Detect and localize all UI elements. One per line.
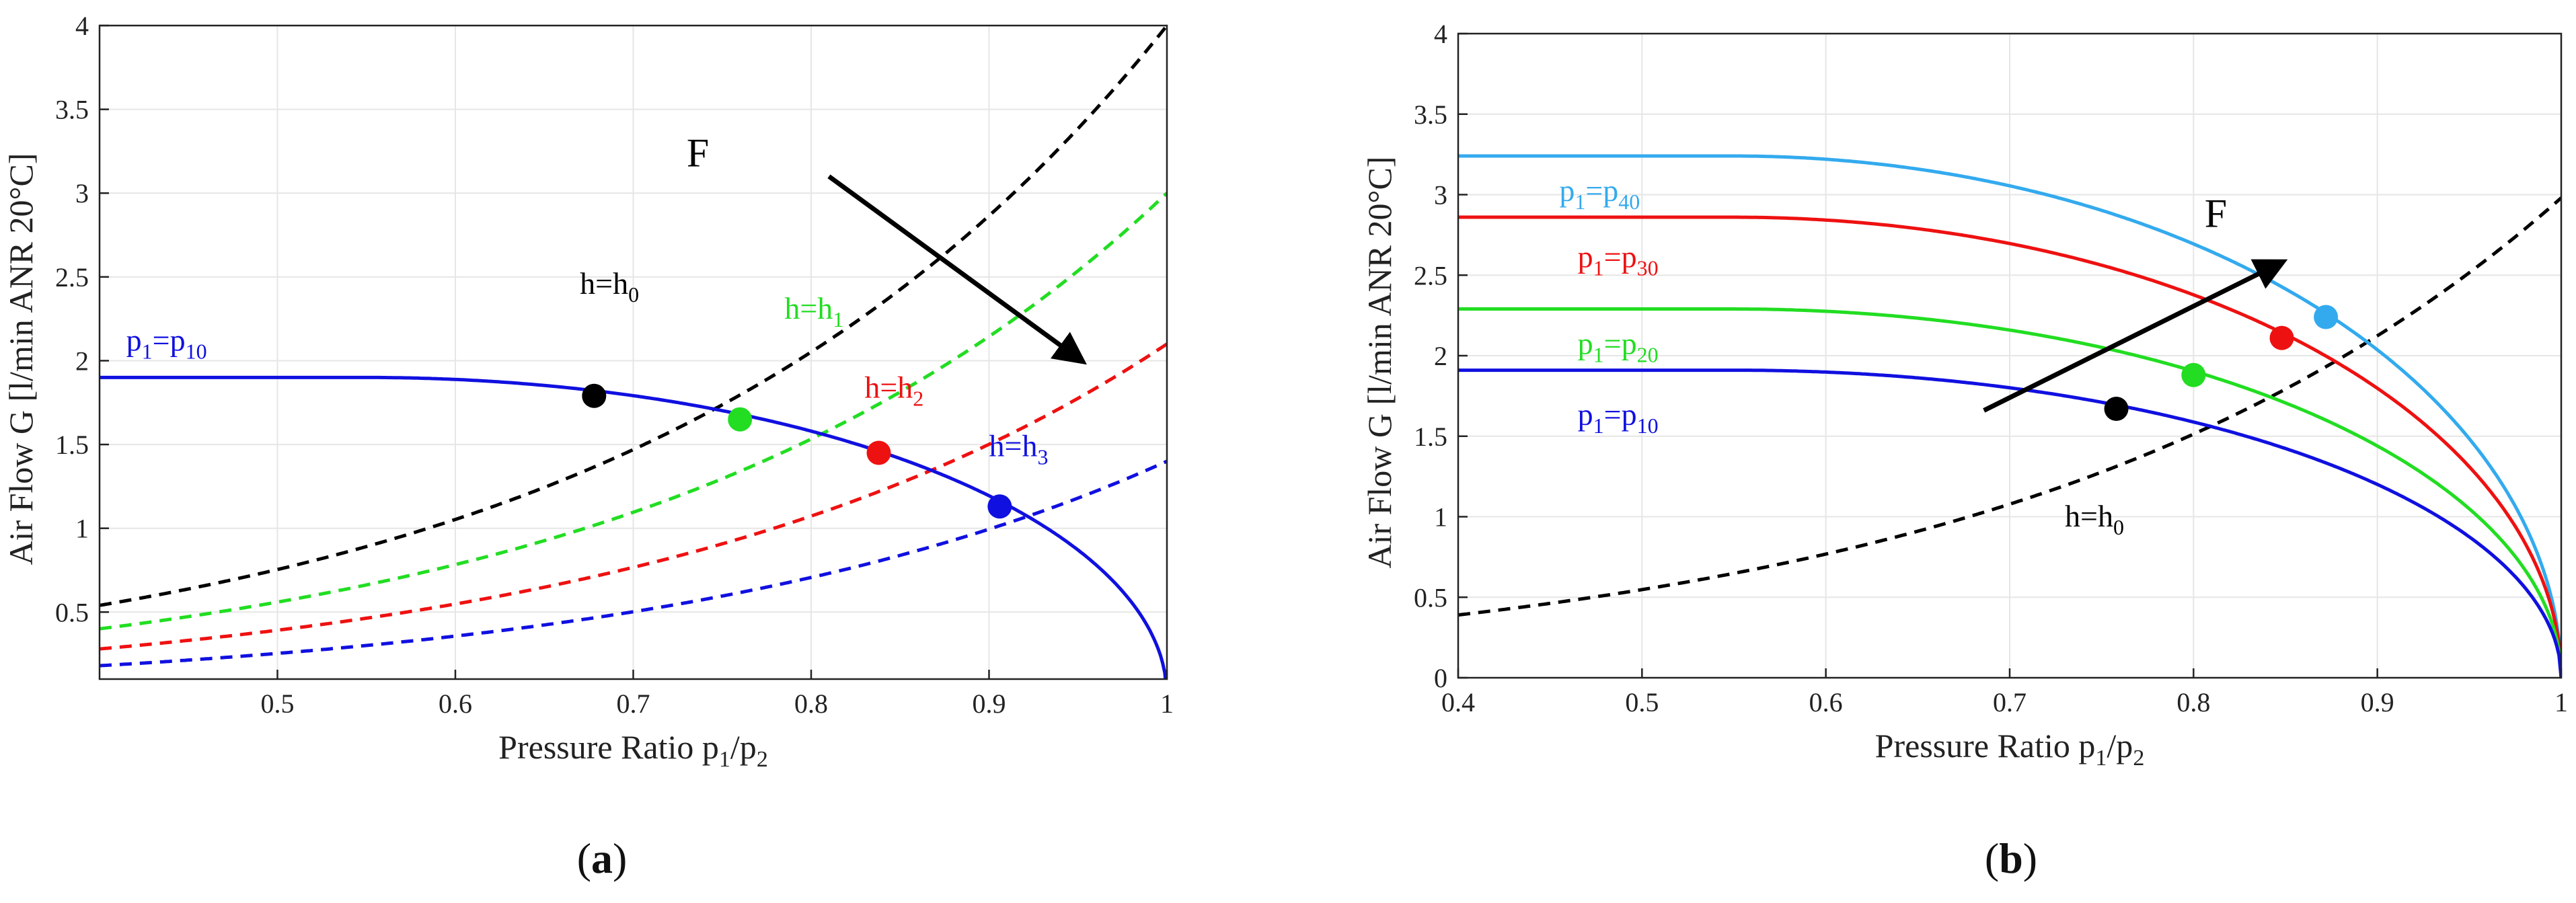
y-tick-label: 0.5 (1414, 582, 1447, 613)
x-tick-label: 0.7 (617, 689, 650, 719)
y-axis-label-b: Air Flow G [l/min ANR 20°C] (1361, 156, 1398, 568)
x-tick-label: 0.4 (1441, 687, 1475, 717)
arrow-label: F (687, 130, 709, 175)
flow-curve-p1-p40 (1458, 154, 2561, 678)
y-tick-label: 1.5 (1414, 422, 1447, 452)
y-tick-label: 4 (75, 11, 89, 41)
flow-curve-p1-p20 (1458, 307, 2561, 678)
load-curve-label: h=h0 (580, 266, 639, 307)
x-tick-label: 0.8 (794, 689, 828, 719)
flow-curve-p1-p10 (1458, 368, 2561, 678)
operating-point (2104, 397, 2129, 422)
operating-point (866, 440, 891, 465)
x-tick-label: 0.7 (1993, 687, 2026, 717)
x-tick-label: 1 (1160, 689, 1174, 719)
x-tick-label: 0.5 (261, 689, 295, 719)
operating-point (2181, 362, 2206, 387)
curves-a (100, 26, 1167, 679)
y-tick-label: 3 (1434, 180, 1447, 210)
x-tick-label: 1 (2554, 687, 2568, 717)
load-curve-h-h3 (100, 459, 1167, 668)
x-tick-label: 0.5 (1625, 687, 1659, 717)
y-tick-label: 3.5 (55, 95, 89, 125)
flow-curve-label: p1=p10 (1578, 397, 1659, 438)
y-tick-label: 3.5 (1414, 100, 1447, 130)
grid-a (100, 25, 1168, 679)
x-axis-label-b: Pressure Ratio p1/p2 (1875, 727, 2145, 771)
flow-curve-label: p1=p30 (1578, 239, 1659, 280)
trend-arrow (1983, 259, 2288, 413)
y-tick-label: 2.5 (1414, 260, 1447, 290)
ticks-b: 0.4 0.5 0.6 0.7 0.8 0.9 1 0 0.5 1 1.5 2 2.5 3 3.5 4 (1414, 19, 2568, 717)
plot-frame-a (98, 24, 1168, 680)
operating-point (2269, 325, 2294, 350)
load-curve-h-h2 (100, 342, 1167, 651)
flow-curve-label: p1=p40 (1559, 173, 1640, 214)
x-tick-label: 0.6 (1809, 687, 1843, 717)
curves-b (1458, 154, 2561, 678)
y-tick-label: 2 (1434, 341, 1447, 371)
y-tick-label: 1.5 (55, 430, 89, 460)
y-tick-label: 0.5 (55, 597, 89, 627)
operating-point (987, 494, 1012, 519)
operating-point (728, 407, 753, 432)
y-tick-label: 2.5 (55, 262, 89, 292)
load-curve-label: h=h1 (784, 291, 843, 331)
flow-curve-p1-p30 (1458, 215, 2561, 678)
operating-point (582, 383, 607, 408)
load-curve-label: h=h2 (864, 370, 923, 410)
flow-curve-p1-p10 (100, 375, 1167, 679)
operating-points-b (2104, 305, 2339, 422)
chart-panel-a: Fp1=p10 h=h0 h=h1 h=h2 h=h3 0.5 0.6 0.7 0.8 0.9 1… (2, 11, 1174, 882)
x-axis-label-a: Pressure Ratio p1/p2 (498, 728, 768, 772)
y-axis-label-a: Air Flow G [l/min ANR 20°C] (2, 153, 40, 565)
curve-labels-b: Fp1=p40 p1=p30 p1=p20 p1=p10 h=h0 (1559, 173, 2227, 539)
flow-curve-label: p1=p20 (1578, 327, 1659, 367)
panel-caption-a: (a) (577, 834, 628, 882)
load-curve-h-h1 (100, 192, 1167, 631)
x-tick-label: 0.6 (439, 689, 472, 719)
operating-point (2314, 305, 2339, 329)
x-tick-label: 0.8 (2176, 687, 2210, 717)
y-tick-label: 3 (75, 178, 89, 208)
panel-caption-b: (b) (1985, 834, 2037, 882)
plot-frame-b (1457, 32, 2563, 679)
y-tick-label: 0 (1434, 663, 1447, 693)
y-tick-label: 1 (1434, 502, 1447, 533)
load-curve-label: h=h3 (989, 429, 1049, 469)
operating-points-a (582, 383, 1012, 519)
flow-curve-label: p1=p10 (126, 323, 207, 364)
y-tick-label: 4 (1434, 19, 1447, 49)
y-tick-label: 2 (75, 346, 89, 376)
trend-arrow (827, 174, 1087, 365)
y-tick-label: 1 (75, 514, 89, 544)
load-curve-label: h=h0 (2065, 499, 2124, 539)
curve-labels-a: Fp1=p10 h=h0 h=h1 h=h2 h=h3 (126, 130, 1049, 469)
x-tick-label: 0.9 (973, 689, 1006, 719)
x-tick-label: 0.9 (2361, 687, 2394, 717)
load-curve-h-h0 (1458, 196, 2561, 617)
arrow-label: F (2205, 191, 2227, 235)
ticks-a: 0.5 0.6 0.7 0.8 0.9 1 0.5 1 1.5 2 2.5 3 3.5 4 (55, 11, 1174, 719)
